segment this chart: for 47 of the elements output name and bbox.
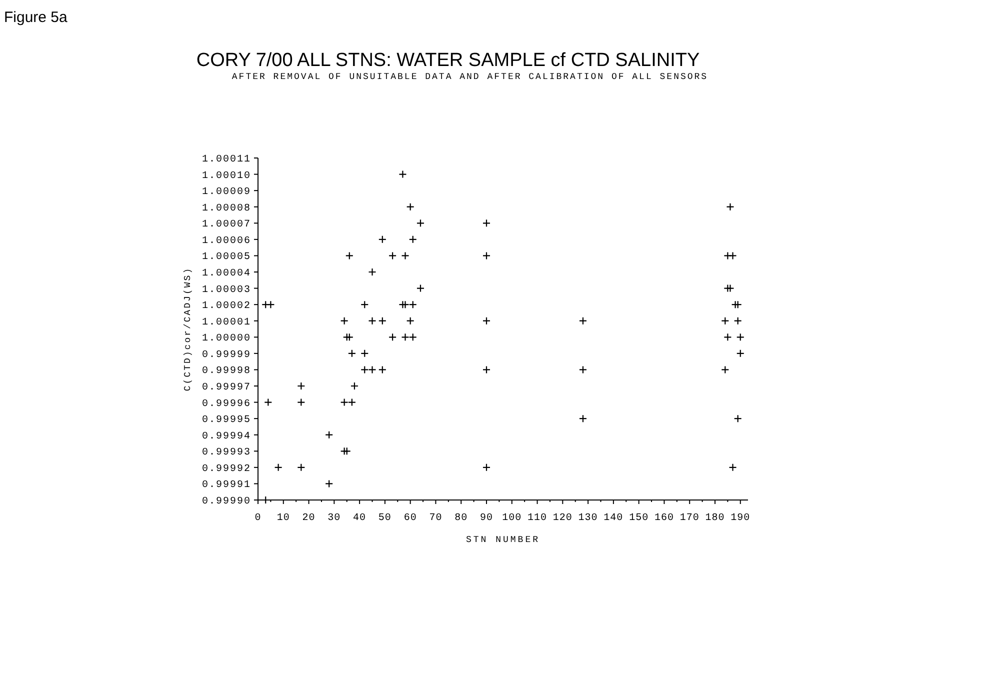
y-tick-label: 0.99997 (202, 382, 251, 394)
x-tick-label: 20 (302, 513, 316, 524)
x-tick-label: 30 (328, 513, 341, 524)
y-tick-label: 0.99991 (202, 480, 251, 492)
x-tick-label: 40 (353, 513, 366, 524)
x-tick-label: 0 (254, 513, 262, 524)
x-tick-label: 180 (705, 513, 725, 524)
y-tick-label: 1.00001 (202, 317, 251, 328)
x-tick-label: 150 (629, 513, 649, 524)
y-tick-label: 1.00011 (202, 154, 251, 166)
x-tick-label: 130 (578, 513, 598, 524)
y-tick-label: 0.99993 (202, 448, 251, 459)
x-axis-title: STN NUMBER (466, 535, 540, 545)
y-axis-title: C(CTD)cor/CADJ(WS) (183, 266, 193, 392)
caption: Figure 5a (4, 9, 68, 26)
y-tick-label: 1.00004 (202, 268, 251, 280)
y-tick-label: 1.00007 (202, 220, 251, 231)
y-tick-label: 0.99994 (202, 431, 251, 442)
x-tick-label: 10 (276, 513, 290, 524)
y-tick-label: 1.00002 (202, 301, 251, 312)
x-tick-label: 120 (552, 513, 572, 524)
x-tick-label: 190 (730, 513, 750, 524)
y-tick-label: 0.99999 (202, 350, 251, 361)
y-tick-label: 1.00000 (202, 334, 251, 345)
y-tick-label: 1.00009 (202, 187, 251, 198)
y-tick-label: 0.99998 (202, 366, 251, 378)
y-tick-label: 0.99992 (202, 464, 251, 475)
y-tick-label: 0.99996 (202, 398, 251, 410)
chart-title: CORY 7/00 ALL STNS: WATER SAMPLE cf CTD SALINITY (196, 50, 700, 71)
y-tick-label: 1.00003 (202, 284, 251, 296)
x-tick-label: 70 (429, 513, 442, 524)
x-tick-label: 90 (480, 513, 494, 524)
y-tick-label: 1.00005 (202, 252, 251, 264)
x-tick-label: 170 (680, 513, 700, 524)
x-tick-label: 80 (454, 513, 468, 524)
y-tick-label: 0.99990 (202, 496, 251, 508)
y-tick-label: 1.00006 (202, 236, 251, 247)
x-tick-label: 160 (654, 513, 674, 524)
y-tick-label: 1.00010 (202, 170, 251, 182)
x-tick-label: 50 (378, 513, 392, 524)
x-tick-label: 100 (502, 513, 522, 524)
x-tick-label: 60 (404, 513, 417, 524)
x-tick-label: 110 (528, 513, 548, 524)
y-tick-label: 0.99995 (202, 415, 251, 426)
y-tick-label: 1.00008 (202, 203, 251, 214)
chart-subtitle: AFTER REMOVAL OF UNSUITABLE DATA AND AFTER CALIBRATION OF ALL SENSORS (232, 72, 708, 82)
x-tick-label: 140 (604, 513, 624, 524)
